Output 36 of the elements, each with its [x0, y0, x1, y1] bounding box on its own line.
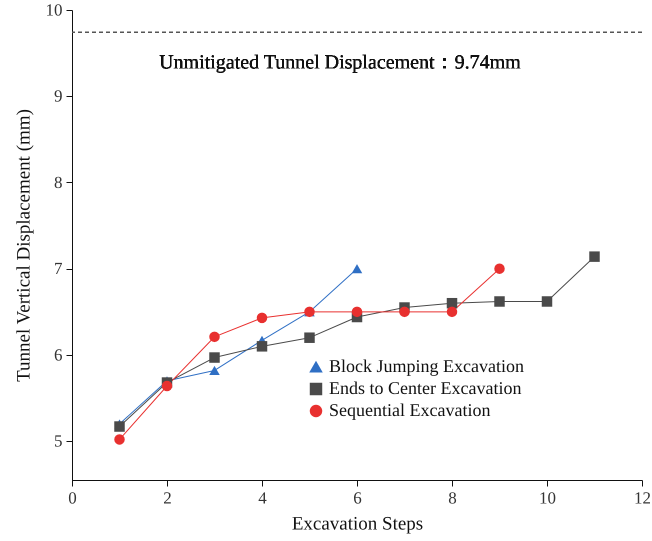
- point: [494, 296, 505, 307]
- x-tick-label: 12: [634, 488, 651, 508]
- point: [352, 264, 362, 274]
- point: [494, 263, 505, 274]
- y-tick-label: 10: [46, 0, 62, 20]
- point: [542, 296, 552, 307]
- point: [209, 332, 220, 342]
- point: [352, 306, 362, 318]
- x-tick-label: 6: [353, 488, 362, 508]
- point: [162, 380, 172, 392]
- point: [256, 341, 268, 352]
- x-tick-label: 0: [68, 488, 77, 508]
- legend-label: Sequential Excavation: [329, 400, 490, 420]
- point: [399, 306, 410, 318]
- x-tick-label: 8: [448, 488, 457, 508]
- point: [446, 306, 458, 318]
- y-tick-label: 6: [54, 345, 62, 364]
- y-tick-label: 5: [54, 432, 62, 451]
- point: [209, 352, 220, 363]
- x-tick-label: 10: [539, 488, 556, 508]
- point: [114, 434, 125, 445]
- point: [304, 332, 315, 343]
- point: [589, 251, 600, 262]
- x-tick-label: 2: [163, 488, 172, 508]
- x-axis-title: Excavation Steps: [292, 514, 424, 534]
- point: [209, 366, 220, 376]
- point: [114, 421, 125, 432]
- x-tick-label: 4: [258, 488, 268, 508]
- y-tick-label: 7: [54, 259, 63, 278]
- y-tick-label: 9: [54, 86, 62, 106]
- y-axis-title: Tunnel Vertical Displacement (mm): [14, 109, 34, 382]
- legend-label: Ends to Center Excavation: [329, 378, 522, 398]
- ref-line-label: Unmitigated Tunnel Displacement：9.74mm: [159, 51, 522, 74]
- y-tick-label: 8: [54, 172, 62, 192]
- point: [256, 312, 268, 324]
- legend-label: Block Jumping Excavation: [329, 356, 524, 376]
